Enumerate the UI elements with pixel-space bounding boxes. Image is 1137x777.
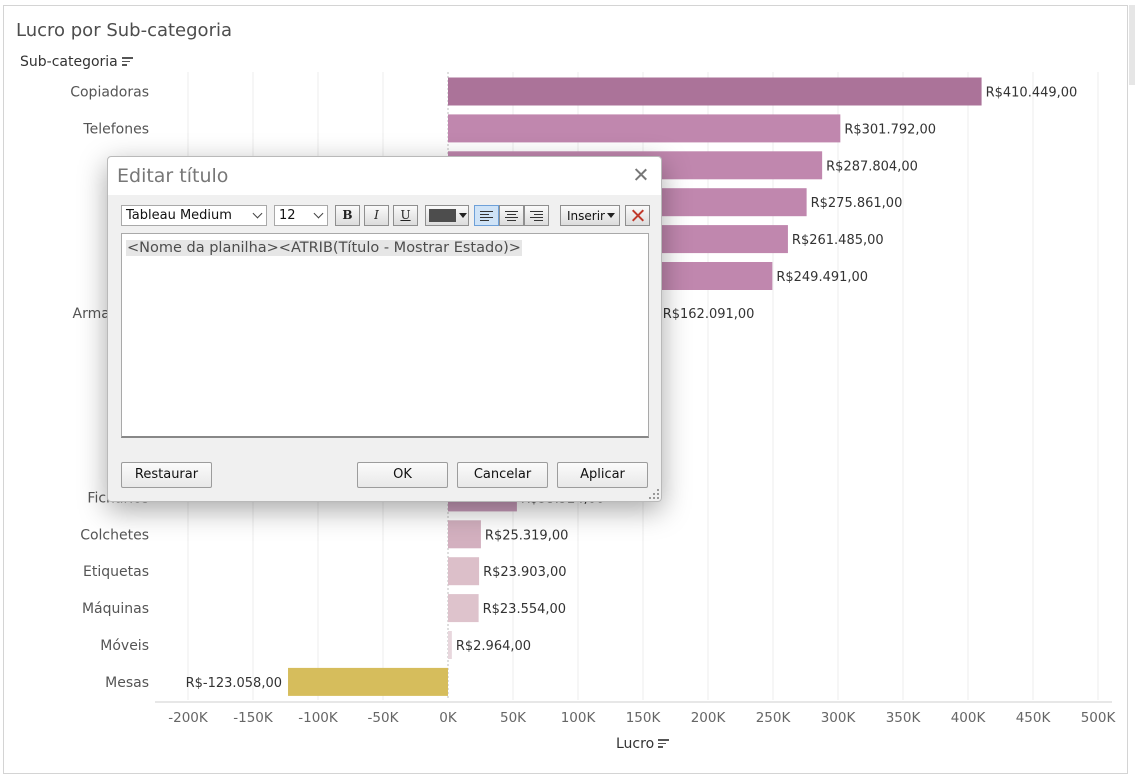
color-swatch	[429, 209, 456, 222]
bar[interactable]	[448, 114, 841, 143]
x-tick-label: 400K	[951, 710, 987, 726]
x-tick-label: -200K	[168, 710, 209, 726]
bold-button[interactable]: B	[335, 205, 360, 226]
text-color-button[interactable]	[425, 205, 469, 226]
x-tick-label: -50K	[368, 710, 400, 726]
dialog-header[interactable]: Editar título	[108, 157, 661, 195]
scrollbar[interactable]	[1129, 5, 1135, 85]
x-tick-label: 500K	[1081, 710, 1117, 726]
insert-button[interactable]: Inserir	[560, 205, 620, 226]
italic-button[interactable]: I	[364, 205, 389, 226]
align-left-button[interactable]	[474, 205, 499, 226]
bar[interactable]	[288, 667, 448, 696]
category-label[interactable]: Máquinas	[82, 601, 149, 617]
bar[interactable]	[448, 520, 481, 549]
value-label: R$2.964,00	[456, 639, 531, 654]
align-right-button[interactable]	[524, 205, 549, 226]
category-label[interactable]: Telefones	[82, 121, 149, 137]
font-family-value: Tableau Medium	[126, 208, 232, 223]
chevron-down-icon	[313, 208, 324, 219]
x-tick-label: 450K	[1016, 710, 1052, 726]
x-tick-label: 50K	[500, 710, 527, 726]
value-label: R$275.861,00	[811, 196, 903, 211]
value-labels: R$410.449,00 R$301.792,00 R$287.804,00 R$27…	[186, 86, 1078, 691]
clear-formatting-icon[interactable]	[625, 205, 650, 226]
sort-icon[interactable]	[121, 57, 133, 67]
bar[interactable]	[448, 77, 982, 106]
resize-grip-icon[interactable]	[649, 489, 659, 499]
underline-button[interactable]: U	[393, 205, 418, 226]
x-tick-label: 0K	[439, 710, 458, 726]
close-icon[interactable]	[630, 164, 652, 186]
x-tick-label: 350K	[886, 710, 922, 726]
value-label: R$25.319,00	[485, 528, 568, 543]
ok-button[interactable]: OK	[357, 462, 448, 488]
value-label: R$249.491,00	[776, 270, 868, 285]
category-label[interactable]: Etiquetas	[83, 564, 149, 580]
value-label: R$301.792,00	[844, 122, 936, 137]
font-size-select[interactable]: 12	[274, 205, 328, 226]
x-axis-title[interactable]: Lucro	[616, 736, 670, 752]
restore-button[interactable]: Restaurar	[121, 462, 212, 488]
bar[interactable]	[448, 631, 452, 659]
dialog-title: Editar título	[117, 165, 229, 187]
x-tick-label: 150K	[626, 710, 662, 726]
cancel-button[interactable]: Cancelar	[457, 462, 548, 488]
bar[interactable]	[448, 557, 480, 586]
value-label: R$287.804,00	[826, 159, 918, 174]
value-label: R$261.485,00	[792, 233, 884, 248]
x-tick-label: -150K	[233, 710, 274, 726]
category-label[interactable]: Copiadoras	[70, 85, 149, 101]
chevron-down-icon	[252, 208, 263, 219]
row-field-label: Sub-categoria	[20, 54, 118, 70]
font-size-value: 12	[279, 208, 296, 223]
apply-button[interactable]: Aplicar	[557, 462, 648, 488]
bar[interactable]	[448, 594, 479, 623]
worksheet-title[interactable]: Lucro por Sub-categoria	[16, 20, 232, 41]
category-label[interactable]: Móveis	[100, 638, 149, 654]
x-axis-ticks: -200K -150K -100K -50K 0K 50K 100K 150K 200K 250K…	[168, 710, 1116, 726]
edit-title-dialog: Editar título Tableau Medium 12 B I U In…	[107, 156, 662, 502]
insert-label: Inserir	[567, 209, 605, 223]
value-label: R$-123.058,00	[186, 676, 282, 691]
dropdown-arrow-icon	[459, 213, 467, 218]
row-field-header[interactable]: Sub-categoria	[20, 54, 133, 70]
value-label: R$23.554,00	[483, 602, 566, 617]
sort-icon[interactable]	[658, 739, 670, 749]
editor-content[interactable]: <Nome da planilha><ATRIB(Título - Mostra…	[126, 240, 522, 256]
x-tick-label: 250K	[756, 710, 792, 726]
value-label: R$162.091,00	[663, 307, 755, 322]
dropdown-arrow-icon	[607, 213, 615, 218]
value-label: R$410.449,00	[986, 86, 1078, 101]
x-tick-label: 200K	[691, 710, 727, 726]
category-label[interactable]: Mesas	[105, 675, 149, 691]
align-center-button[interactable]	[499, 205, 524, 226]
x-tick-label: 300K	[821, 710, 857, 726]
value-label: R$23.903,00	[483, 565, 566, 580]
font-family-select[interactable]: Tableau Medium	[121, 205, 267, 226]
x-tick-label: -100K	[298, 710, 339, 726]
x-axis-title-label: Lucro	[616, 736, 655, 752]
x-tick-label: 100K	[561, 710, 597, 726]
category-label[interactable]: Colchetes	[80, 527, 149, 543]
title-text-editor[interactable]: <Nome da planilha><ATRIB(Título - Mostra…	[121, 233, 649, 438]
